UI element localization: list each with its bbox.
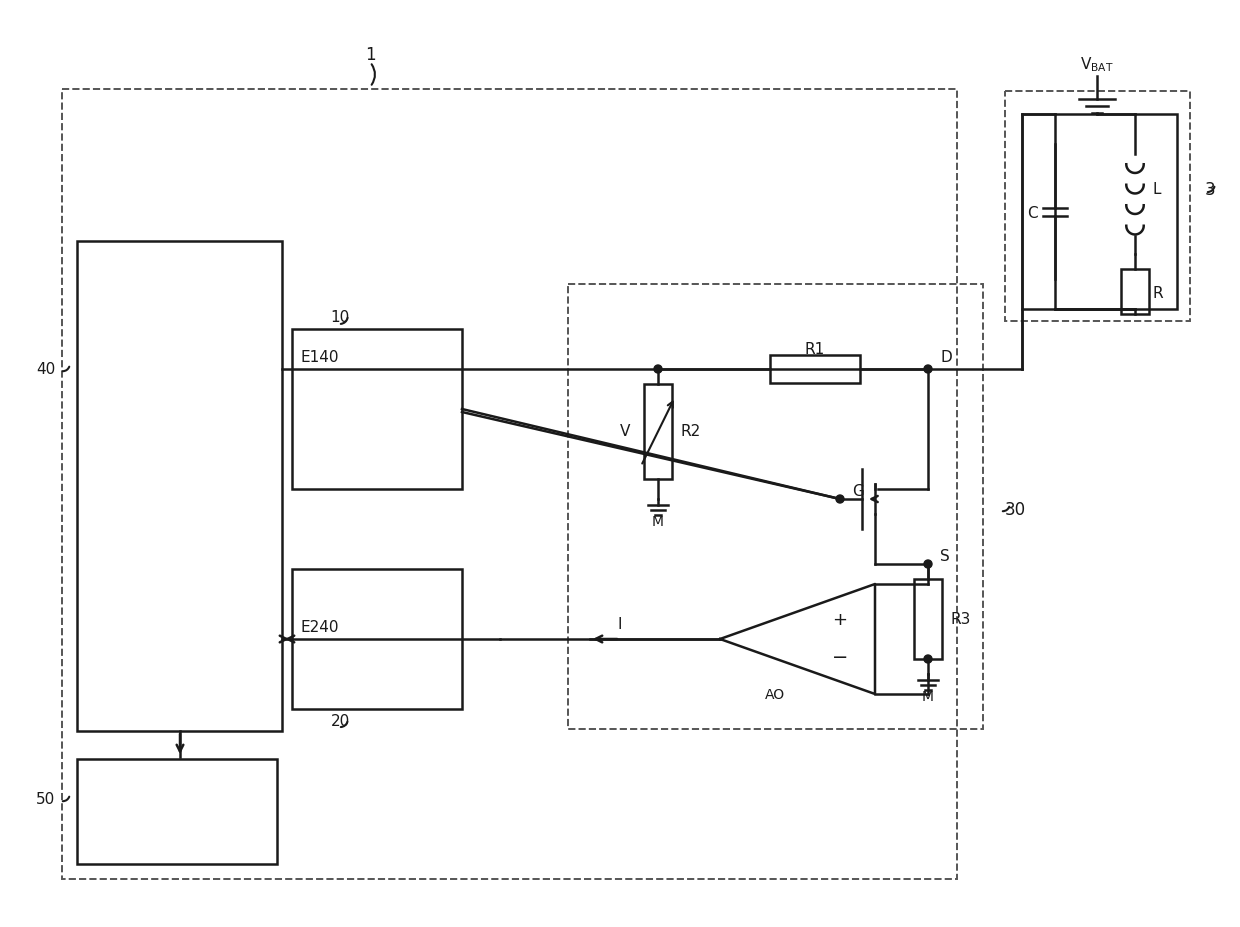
Text: E240: E240 <box>300 620 339 635</box>
Text: 1: 1 <box>365 46 376 64</box>
Text: 10: 10 <box>330 311 350 325</box>
Text: R: R <box>1152 286 1163 301</box>
Bar <box>1022 115 1177 310</box>
Bar <box>77 759 277 864</box>
Circle shape <box>924 561 932 568</box>
Bar <box>568 285 983 730</box>
Bar <box>1121 270 1149 314</box>
Circle shape <box>653 365 662 374</box>
Bar <box>644 385 672 479</box>
Circle shape <box>836 495 844 503</box>
Text: 3: 3 <box>1205 181 1215 198</box>
Text: E140: E140 <box>300 350 339 365</box>
Text: G: G <box>852 484 864 499</box>
Text: V: V <box>620 424 630 439</box>
Bar <box>291 330 463 489</box>
Bar <box>770 356 861 384</box>
Text: S: S <box>940 549 950 564</box>
Text: AO: AO <box>765 687 785 701</box>
Text: I: I <box>618 616 622 632</box>
Bar <box>291 569 463 709</box>
Bar <box>62 90 957 879</box>
Text: M: M <box>923 690 934 704</box>
Circle shape <box>924 365 932 374</box>
Bar <box>77 242 281 731</box>
Text: M: M <box>652 514 663 528</box>
Text: R3: R3 <box>950 612 971 627</box>
Bar <box>1004 92 1190 322</box>
Text: $\mathregular{V_{BAT}}$: $\mathregular{V_{BAT}}$ <box>1080 56 1114 74</box>
Circle shape <box>924 655 932 664</box>
Text: 30: 30 <box>1004 501 1027 518</box>
Text: R1: R1 <box>805 342 825 357</box>
Text: −: − <box>832 648 848 667</box>
Text: 40: 40 <box>36 362 55 377</box>
Text: L: L <box>1152 183 1161 197</box>
Text: R2: R2 <box>680 424 701 439</box>
Text: 20: 20 <box>330 714 350 729</box>
Bar <box>914 579 942 659</box>
Text: +: + <box>832 610 847 629</box>
Text: 50: 50 <box>36 792 55 806</box>
Text: C: C <box>1028 205 1038 221</box>
Text: D: D <box>940 350 952 365</box>
